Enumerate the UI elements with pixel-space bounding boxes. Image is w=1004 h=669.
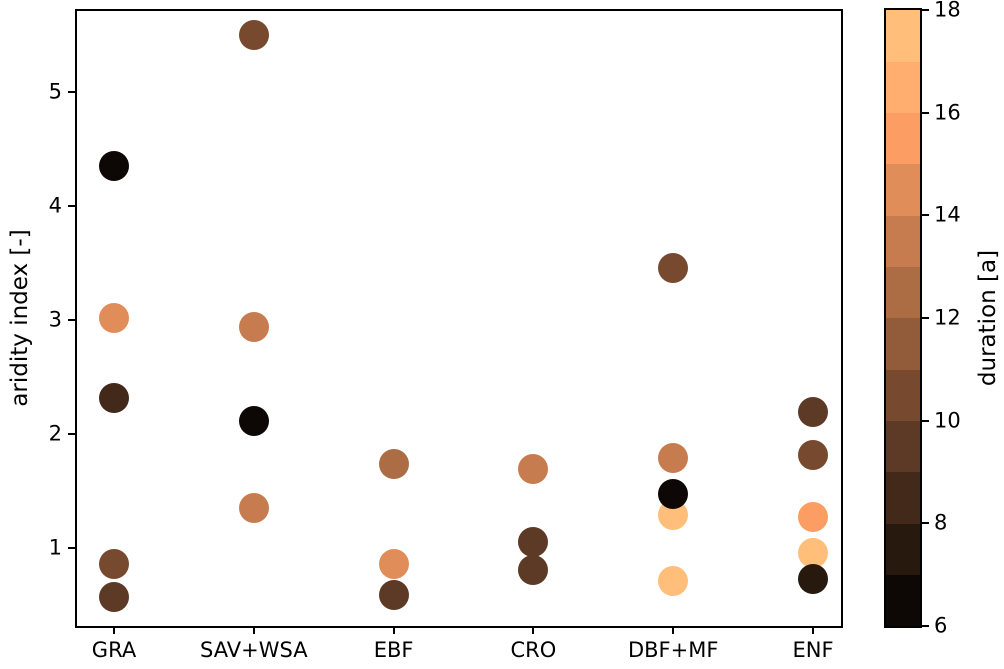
- data-point: [99, 151, 129, 182]
- y-tick-mark: [68, 433, 75, 435]
- data-point: [658, 442, 689, 473]
- colorbar-tick-mark: [922, 111, 929, 114]
- data-point: [798, 397, 828, 428]
- y-tick-mark: [68, 547, 75, 550]
- data-point: [798, 439, 828, 470]
- data-point: [238, 493, 269, 524]
- x-tick-label-sav-wsa: SAV+WSA: [200, 638, 308, 662]
- x-tick-mark: [113, 627, 115, 634]
- colorbar-tick-mark: [922, 317, 929, 319]
- x-tick-mark: [672, 627, 675, 634]
- colorbar-tick-label: 6: [934, 613, 948, 638]
- colorbar-segment: [886, 61, 920, 114]
- x-tick-mark: [252, 627, 255, 634]
- colorbar-label: duration [a]: [975, 249, 1001, 387]
- colorbar-tick-label: 16: [934, 100, 961, 125]
- y-tick-mark: [68, 204, 75, 207]
- colorbar-tick-mark: [922, 625, 929, 627]
- colorbar-segment: [886, 112, 920, 165]
- data-point: [99, 302, 129, 333]
- data-point: [798, 537, 828, 568]
- y-tick-label: 2: [48, 421, 62, 446]
- colorbar-segment: [886, 420, 920, 473]
- data-point: [658, 252, 689, 283]
- data-point: [99, 548, 129, 579]
- colorbar-tick-mark: [922, 522, 929, 525]
- colorbar-segment: [886, 318, 920, 370]
- data-point: [518, 454, 549, 485]
- colorbar: [886, 10, 920, 627]
- data-point: [238, 19, 269, 50]
- data-point: [798, 502, 828, 533]
- colorbar-tick-label: 14: [934, 202, 961, 227]
- y-tick-mark: [68, 90, 75, 93]
- data-point: [518, 554, 549, 585]
- colorbar-segment: [886, 164, 920, 216]
- colorbar-segment: [886, 369, 920, 422]
- y-tick-mark: [68, 318, 75, 321]
- data-point: [798, 563, 828, 594]
- colorbar-tick-label: 10: [934, 408, 961, 433]
- x-tick-label-dbf-mf: DBF+MF: [627, 638, 719, 662]
- x-tick-label-cro: CRO: [510, 638, 557, 662]
- data-point: [658, 479, 689, 510]
- x-tick-label-ebf: EBF: [373, 638, 414, 662]
- colorbar-outline: [884, 8, 922, 628]
- x-tick-label-gra: GRA: [91, 638, 137, 662]
- data-point: [658, 566, 689, 597]
- y-tick-label: 5: [48, 79, 62, 104]
- colorbar-segment: [886, 472, 920, 524]
- x-tick-label-enf: ENF: [792, 638, 834, 662]
- data-point: [238, 311, 269, 342]
- colorbar-tick-label: 8: [934, 510, 948, 535]
- colorbar-segment: [886, 574, 920, 627]
- data-points-layer: [76, 10, 841, 626]
- colorbar-segment: [886, 266, 920, 319]
- colorbar-segment: [886, 523, 920, 576]
- colorbar-tick-mark: [922, 419, 929, 422]
- data-point: [378, 448, 409, 479]
- colorbar-tick-label: 12: [934, 305, 961, 330]
- colorbar-segment: [886, 215, 920, 268]
- colorbar-tick-label: 18: [934, 0, 961, 22]
- y-tick-label: 4: [48, 193, 62, 218]
- colorbar-tick-mark: [922, 214, 929, 217]
- x-tick-mark: [532, 627, 535, 634]
- data-point: [99, 382, 129, 413]
- data-point: [238, 406, 269, 437]
- x-tick-mark: [392, 627, 395, 634]
- colorbar-tick-mark: [922, 9, 929, 11]
- plot-area: [75, 9, 843, 628]
- data-point: [99, 582, 129, 613]
- y-tick-label: 1: [48, 535, 62, 560]
- data-point: [378, 579, 409, 610]
- data-point: [378, 548, 409, 579]
- y-tick-label: 3: [48, 307, 62, 332]
- colorbar-segment: [886, 10, 920, 62]
- data-point: [518, 527, 549, 558]
- x-tick-mark: [812, 627, 814, 634]
